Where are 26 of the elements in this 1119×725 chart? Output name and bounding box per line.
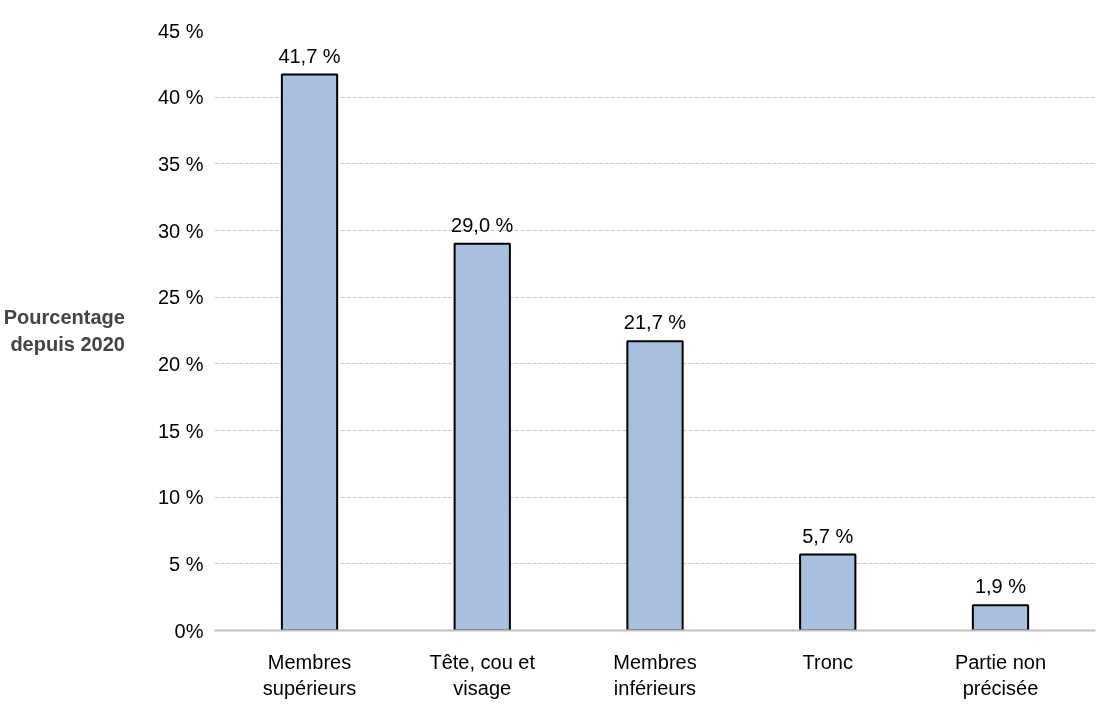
bar — [799, 553, 857, 631]
x-tick-label: Partie non précisée — [954, 650, 1047, 699]
y-tick-label: 5 % — [169, 552, 204, 575]
y-tick-label: 35 % — [157, 152, 204, 175]
bar — [453, 242, 511, 631]
bar — [626, 340, 684, 631]
data-label: 21,7 % — [623, 311, 687, 334]
y-tick-label: 30 % — [157, 219, 204, 242]
data-label: 29,0 % — [451, 213, 514, 236]
x-tick-label: Membres supérieurs — [262, 650, 357, 699]
x-tick-label: Membres inférieurs — [613, 650, 697, 699]
y-tick-label: 20 % — [157, 352, 204, 375]
y-tick-label: 0% — [174, 619, 204, 642]
data-label: 41,7 % — [278, 44, 341, 67]
x-tick-label: Tête, cou et visage — [429, 650, 536, 699]
bar — [280, 73, 339, 631]
x-tick-label: Tronc — [802, 650, 853, 673]
data-label: 5,7 % — [802, 524, 854, 547]
y-tick-label: 10 % — [157, 486, 204, 509]
y-tick-label: 25 % — [157, 286, 204, 309]
y-tick-label: 40 % — [157, 86, 204, 109]
bar — [971, 604, 1030, 631]
y-axis-title: Pourcentage depuis 2020 — [3, 306, 125, 355]
y-tick-label: 15 % — [157, 419, 204, 442]
data-label: 1,9 % — [974, 575, 1027, 598]
y-tick-label: 45 % — [157, 19, 204, 42]
